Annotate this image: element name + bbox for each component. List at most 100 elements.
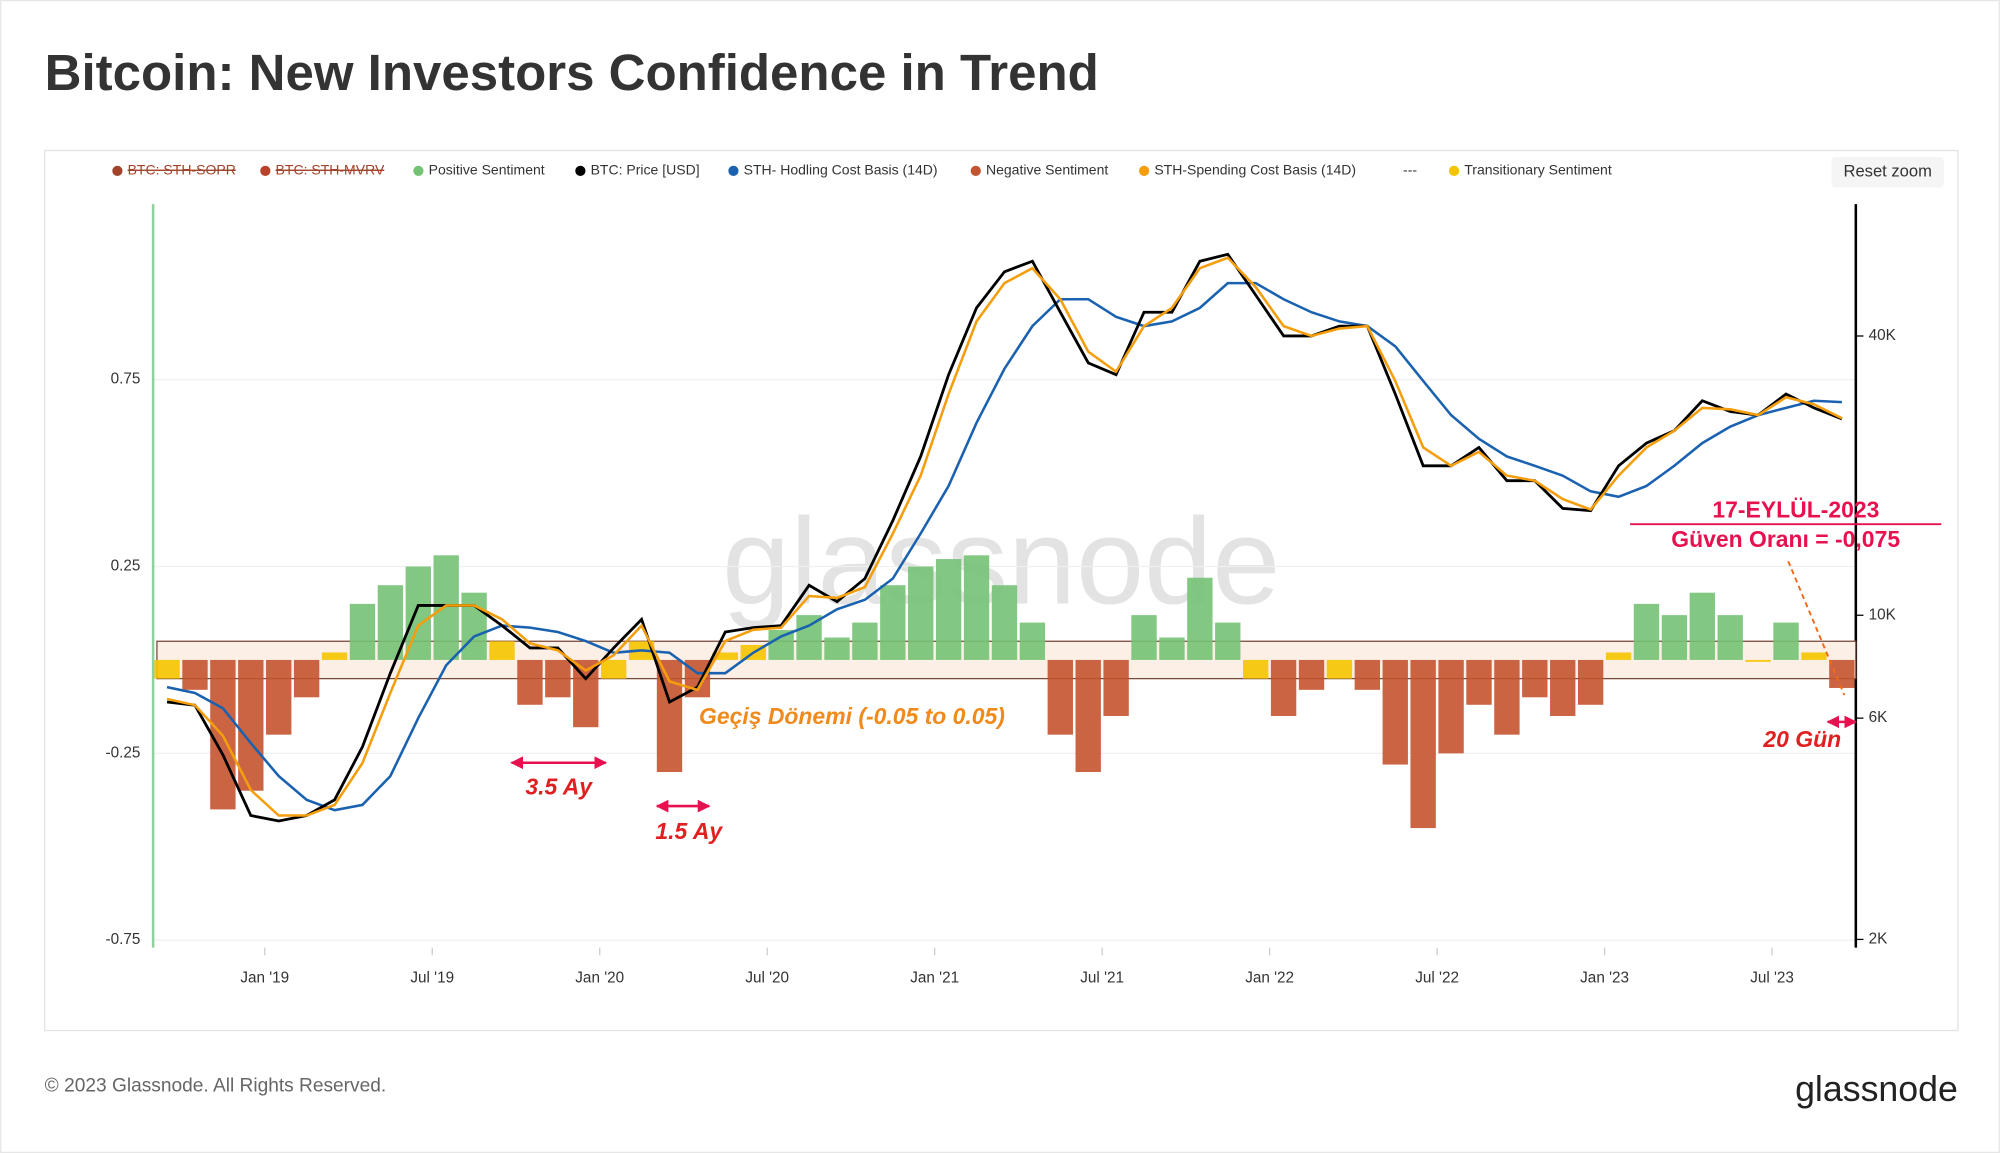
sentiment-bar (1550, 659, 1576, 716)
x-tick-label: Jan '23 (1580, 969, 1629, 986)
sentiment-bar (1159, 637, 1185, 660)
sentiment-bar (1745, 659, 1771, 662)
annotation-pointer (1787, 560, 1846, 696)
sentiment-bar (1243, 659, 1269, 679)
sentiment-bar (1633, 603, 1660, 660)
x-tick-label: Jul '21 (1080, 969, 1124, 986)
legend-label[interactable]: Negative Sentiment (986, 162, 1108, 178)
sentiment-bar (238, 659, 264, 791)
sentiment-bar (1466, 659, 1492, 705)
x-tick-label: Jan '21 (910, 969, 959, 986)
annotation: 20 Gün (1762, 726, 1841, 752)
sentiment-bar (1494, 659, 1520, 735)
sentiment-bar (293, 659, 320, 698)
legend-label[interactable]: BTC: STH-SOPR (128, 162, 236, 178)
y-tick-label: 0.75 (111, 371, 141, 388)
y2-tick-label: 40K (1869, 327, 1897, 344)
sentiment-bar (433, 555, 459, 660)
annotation: 3.5 Ay (525, 773, 593, 799)
logo: glassnode (1795, 1069, 1958, 1109)
sentiment-bar (321, 652, 348, 660)
sentiment-bar (1410, 659, 1436, 829)
y-tick-label: 0.25 (111, 558, 141, 575)
legend-marker (1139, 165, 1150, 177)
legend-marker (575, 165, 586, 177)
annotation: Geçiş Dönemi (-0.05 to 0.05) (699, 703, 1005, 729)
sentiment-bar (1215, 622, 1241, 660)
x-tick-label: Jul '20 (745, 969, 789, 986)
legend-marker (112, 165, 123, 177)
y-tick-label: -0.25 (105, 744, 140, 761)
sentiment-bar (266, 659, 292, 735)
reset-zoom-label[interactable]: Reset zoom (1843, 162, 1931, 181)
annotation: Güven Oranı = -0,075 (1671, 526, 1900, 552)
sentiment-bar (1577, 659, 1604, 705)
legend-label[interactable]: Transitionary Sentiment (1464, 162, 1612, 178)
sentiment-bar (796, 615, 822, 660)
x-tick-label: Jul '19 (410, 969, 454, 986)
sentiment-bar (1829, 659, 1855, 688)
annotation: 1.5 Ay (655, 818, 723, 844)
sentiment-bar (1131, 615, 1157, 660)
sentiment-bar (1661, 615, 1688, 660)
legend-label[interactable]: BTC: Price [USD] (591, 162, 700, 178)
sentiment-bar (852, 622, 878, 660)
sentiment-bar (1270, 659, 1297, 716)
sentiment-bar (963, 555, 990, 660)
legend-marker (970, 165, 981, 177)
chart-title: Bitcoin: New Investors Confidence in Tre… (45, 44, 1099, 101)
sentiment-bar (824, 637, 850, 660)
sentiment-bar (154, 659, 180, 679)
sentiment-bar (600, 659, 627, 679)
y2-tick-label: 2K (1869, 930, 1889, 947)
x-tick-label: Jul '22 (1415, 969, 1459, 986)
sentiment-bar (1354, 659, 1381, 690)
sentiment-bar (935, 559, 962, 660)
sentiment-bar (1522, 659, 1548, 698)
annotation: 17-EYLÜL-2023 (1712, 497, 1879, 523)
y2-tick-label: 6K (1869, 709, 1889, 726)
sentiment-bar (1047, 659, 1073, 735)
sentiment-bar (1438, 659, 1464, 754)
sentiment-bar (1689, 592, 1715, 660)
legend-marker (413, 165, 424, 177)
legend-label[interactable]: STH-Spending Cost Basis (14D) (1154, 162, 1356, 178)
legend-label[interactable]: --- (1403, 162, 1417, 178)
sentiment-bar (461, 592, 487, 660)
sentiment-bar (517, 659, 543, 705)
legend-marker (1448, 165, 1460, 177)
reset-zoom-button[interactable] (1831, 156, 1944, 188)
chart-frame (44, 149, 1959, 1032)
legend-label[interactable]: BTC: STH-MVRV (276, 162, 385, 178)
legend-marker (728, 165, 739, 177)
legend-marker (260, 165, 271, 177)
sentiment-bar (1801, 652, 1827, 660)
sentiment-bar (712, 652, 739, 660)
x-tick-label: Jan '22 (1245, 969, 1294, 986)
copyright: © 2023 Glassnode. All Rights Reserved. (45, 1076, 387, 1097)
x-tick-label: Jan '20 (575, 969, 624, 986)
legend-label[interactable]: STH- Hodling Cost Basis (14D) (744, 162, 938, 178)
sentiment-bar (1019, 622, 1046, 660)
sentiment-bar (1382, 659, 1408, 765)
sentiment-bar (1103, 659, 1129, 716)
sentiment-bar (768, 630, 794, 660)
x-tick-label: Jul '23 (1750, 969, 1794, 986)
sentiment-bar (1326, 659, 1353, 679)
series-line (166, 256, 1843, 817)
sentiment-bar (489, 641, 515, 660)
sentiment-bar (349, 603, 376, 660)
sentiment-bar (1773, 622, 1799, 660)
sentiment-bar (1298, 659, 1325, 690)
sentiment-bar (991, 585, 1018, 660)
sentiment-bar (377, 585, 404, 660)
sentiment-bar (182, 659, 208, 690)
y2-tick-label: 10K (1869, 606, 1897, 623)
legend-label[interactable]: Positive Sentiment (429, 162, 545, 178)
sentiment-bar (1717, 615, 1743, 660)
sentiment-bar (908, 566, 934, 660)
series-line (166, 281, 1842, 812)
y-tick-label: -0.75 (105, 931, 140, 948)
